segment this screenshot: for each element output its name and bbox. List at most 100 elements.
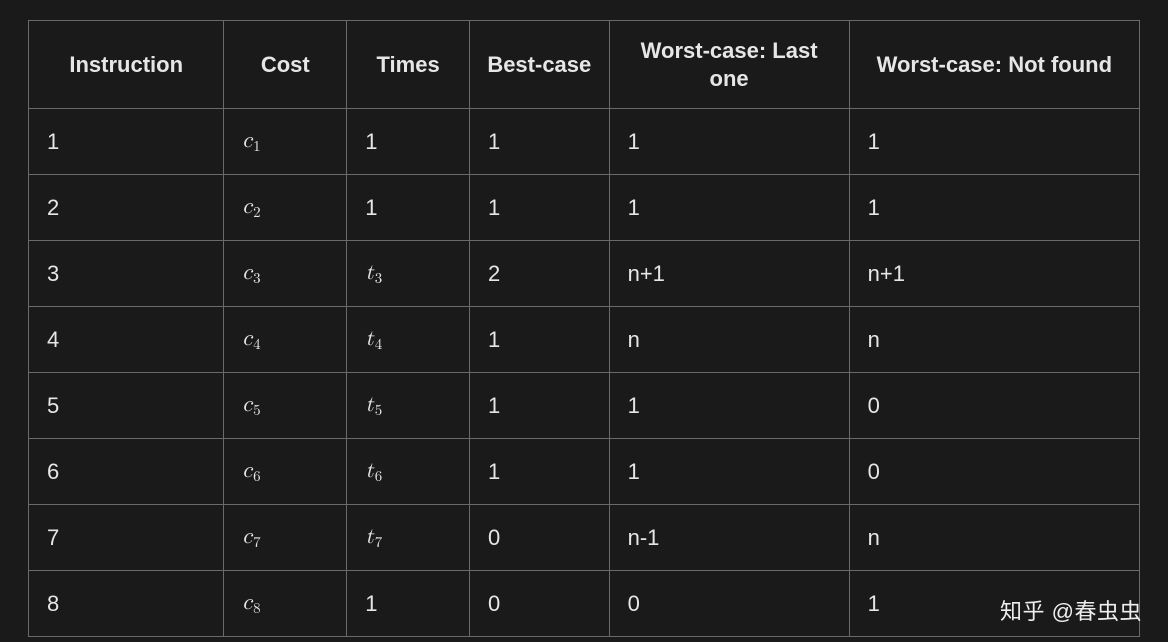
- cell-worst-last: 0: [609, 571, 849, 637]
- cell-times: t5: [347, 373, 470, 439]
- math-var-sub: 1: [252, 139, 260, 154]
- math-var: c6: [242, 460, 260, 482]
- table-row: 8c81001: [29, 571, 1140, 637]
- cell-bestcase: 1: [470, 373, 610, 439]
- math-var: t3: [365, 262, 382, 284]
- cell-worst-notfound: 0: [849, 439, 1139, 505]
- math-var: c3: [242, 262, 260, 284]
- cell-worst-last: 1: [609, 439, 849, 505]
- math-var-letter: t: [365, 262, 374, 284]
- cell-worst-last: 1: [609, 373, 849, 439]
- table-container: Instruction Cost Times Best-case Worst-c…: [0, 0, 1168, 642]
- math-var: c1: [242, 130, 260, 152]
- math-var-sub: 2: [252, 205, 260, 220]
- cell-worst-notfound: 1: [849, 109, 1139, 175]
- math-var: t5: [365, 394, 382, 416]
- math-var: c4: [242, 328, 260, 350]
- math-var-sub: 6: [252, 469, 260, 484]
- cell-worst-notfound: n: [849, 505, 1139, 571]
- math-var-sub: 3: [374, 271, 382, 286]
- table-row: 4c4t41nn: [29, 307, 1140, 373]
- cell-bestcase: 0: [470, 505, 610, 571]
- cell-instruction: 5: [29, 373, 224, 439]
- table-row: 3c3t32n+1n+1: [29, 241, 1140, 307]
- table-row: 7c7t70n-1n: [29, 505, 1140, 571]
- math-var: t7: [365, 526, 382, 548]
- cell-cost: c7: [224, 505, 347, 571]
- math-var: c7: [242, 526, 260, 548]
- cell-cost: c5: [224, 373, 347, 439]
- cell-times: 1: [347, 109, 470, 175]
- math-var-sub: 4: [252, 337, 260, 352]
- cell-instruction: 4: [29, 307, 224, 373]
- cell-times: 1: [347, 571, 470, 637]
- cell-worst-notfound: n+1: [849, 241, 1139, 307]
- math-var-sub: 7: [252, 535, 260, 550]
- cell-worst-notfound: 1: [849, 571, 1139, 637]
- cell-worst-last: n-1: [609, 505, 849, 571]
- cell-instruction: 2: [29, 175, 224, 241]
- math-var-letter: c: [242, 526, 252, 548]
- table-header-row: Instruction Cost Times Best-case Worst-c…: [29, 21, 1140, 109]
- cell-worst-last: n+1: [609, 241, 849, 307]
- col-header-worst-notfound: Worst-case: Not found: [849, 21, 1139, 109]
- math-var-letter: c: [242, 196, 252, 218]
- math-var-letter: t: [365, 460, 374, 482]
- cell-instruction: 1: [29, 109, 224, 175]
- math-var-sub: 5: [252, 403, 260, 418]
- cell-instruction: 8: [29, 571, 224, 637]
- cell-worst-notfound: n: [849, 307, 1139, 373]
- cell-bestcase: 2: [470, 241, 610, 307]
- cell-times: t4: [347, 307, 470, 373]
- cell-instruction: 6: [29, 439, 224, 505]
- table-body: 1c111112c211113c3t32n+1n+14c4t41nn5c5t51…: [29, 109, 1140, 637]
- math-var-sub: 4: [374, 337, 382, 352]
- cell-bestcase: 1: [470, 175, 610, 241]
- math-var-letter: t: [365, 526, 374, 548]
- cell-worst-last: n: [609, 307, 849, 373]
- math-var: c2: [242, 196, 260, 218]
- math-var-letter: c: [242, 394, 252, 416]
- table-row: 1c11111: [29, 109, 1140, 175]
- math-var-letter: c: [242, 460, 252, 482]
- math-var: t6: [365, 460, 382, 482]
- cell-times: t6: [347, 439, 470, 505]
- cell-worst-last: 1: [609, 175, 849, 241]
- math-var-sub: 3: [252, 271, 260, 286]
- math-var-sub: 6: [374, 469, 382, 484]
- cell-times: t7: [347, 505, 470, 571]
- math-var-letter: c: [242, 592, 252, 614]
- cell-cost: c2: [224, 175, 347, 241]
- math-var-sub: 7: [374, 535, 382, 550]
- cell-worst-notfound: 0: [849, 373, 1139, 439]
- cell-instruction: 7: [29, 505, 224, 571]
- cell-bestcase: 1: [470, 109, 610, 175]
- cell-cost: c1: [224, 109, 347, 175]
- cell-instruction: 3: [29, 241, 224, 307]
- math-var: c5: [242, 394, 260, 416]
- math-var-letter: c: [242, 328, 252, 350]
- math-var: t4: [365, 328, 382, 350]
- cell-bestcase: 1: [470, 439, 610, 505]
- math-var-letter: c: [242, 262, 252, 284]
- table-row: 2c21111: [29, 175, 1140, 241]
- col-header-times: Times: [347, 21, 470, 109]
- math-var-sub: 8: [252, 601, 260, 616]
- table-row: 6c6t6110: [29, 439, 1140, 505]
- col-header-instruction: Instruction: [29, 21, 224, 109]
- cell-worst-notfound: 1: [849, 175, 1139, 241]
- cell-cost: c3: [224, 241, 347, 307]
- cell-cost: c8: [224, 571, 347, 637]
- col-header-cost: Cost: [224, 21, 347, 109]
- cell-cost: c6: [224, 439, 347, 505]
- cell-times: 1: [347, 175, 470, 241]
- cell-cost: c4: [224, 307, 347, 373]
- math-var-sub: 5: [374, 403, 382, 418]
- cell-bestcase: 0: [470, 571, 610, 637]
- math-var: c8: [242, 592, 260, 614]
- col-header-bestcase: Best-case: [470, 21, 610, 109]
- math-var-letter: t: [365, 328, 374, 350]
- cell-worst-last: 1: [609, 109, 849, 175]
- cell-bestcase: 1: [470, 307, 610, 373]
- table-row: 5c5t5110: [29, 373, 1140, 439]
